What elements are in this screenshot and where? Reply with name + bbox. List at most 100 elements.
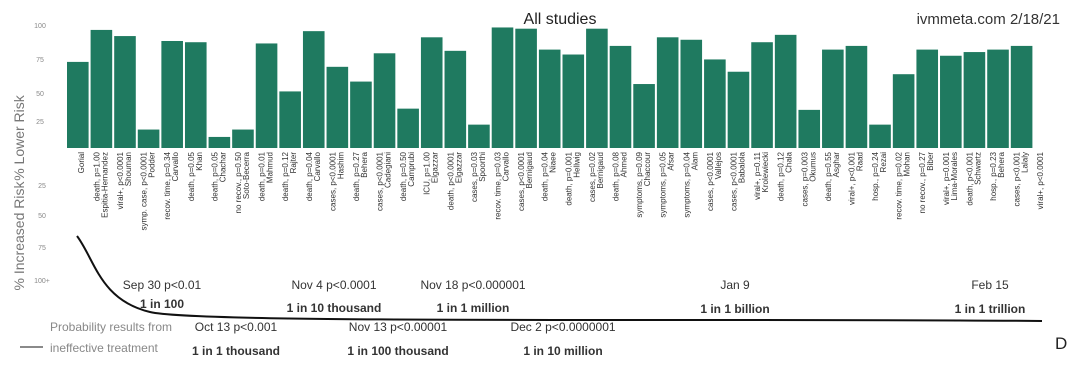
bar bbox=[916, 49, 939, 148]
bar-study-label: Gorial bbox=[77, 152, 86, 174]
legend-line1: Probability results from bbox=[50, 320, 172, 334]
bar bbox=[562, 54, 585, 148]
bar-outcome-label: recov. time, p=0.03 bbox=[494, 151, 503, 219]
bar-outcome-label: hosp., p=0.24 bbox=[871, 151, 880, 200]
bar-study-label: Krolewiecki bbox=[761, 152, 770, 193]
bar bbox=[680, 39, 703, 149]
annotation-odds: 1 in 10 thousand bbox=[287, 301, 382, 315]
bar bbox=[869, 124, 891, 148]
bar-study-label: Lima-Morales bbox=[950, 152, 959, 200]
bar-outcome-label: viral+, p<0.0001 bbox=[116, 151, 125, 209]
probability-curve bbox=[76, 235, 1043, 322]
bar-study-label: Niaee bbox=[549, 151, 558, 172]
y-tick-lower: 75 bbox=[36, 57, 44, 64]
bar-outcome-label: symptoms, p=0.09 bbox=[635, 151, 644, 217]
bar bbox=[987, 49, 1009, 148]
bar-outcome-label: hosp., p=0.23 bbox=[989, 151, 998, 200]
annotation-date: Dec 2 p<0.0000001 bbox=[510, 320, 615, 334]
bar bbox=[90, 29, 113, 149]
legend-line2: ineffective treatment bbox=[50, 341, 159, 355]
bar-study-label: Lalaly bbox=[1021, 152, 1030, 173]
bar-outcome-label: death, p=0.001 bbox=[564, 151, 573, 205]
bar bbox=[420, 37, 443, 148]
annotation-odds: 1 in 1 thousand bbox=[192, 344, 280, 358]
bar-labels-group: Gorial death, p=1.00 Espitia-Hernandez vira… bbox=[77, 151, 1045, 230]
panel-letter: D bbox=[1055, 334, 1067, 353]
bar-study-label: Carvallo bbox=[171, 151, 180, 181]
annotation-date: Nov 4 p<0.0001 bbox=[291, 278, 376, 292]
bar-outcome-label: cases, p<0.0001 bbox=[729, 151, 738, 210]
annotation-odds: 1 in 1 billion bbox=[700, 302, 769, 316]
bar-study-label: Asghar bbox=[832, 152, 841, 178]
bar-outcome-label: death, p=0.01 bbox=[258, 151, 267, 201]
y-axis-label-increased: % Increased Risk bbox=[11, 181, 27, 291]
bar-study-label: Mahmud bbox=[266, 152, 275, 183]
bar-study-label: Vallejos bbox=[714, 152, 723, 179]
bar bbox=[704, 59, 726, 148]
bar bbox=[963, 52, 986, 149]
bar-study-label: Ahmed bbox=[619, 152, 628, 177]
bar-outcome-label: death, p=0.04 bbox=[541, 151, 550, 201]
bar-outcome-label: death, p=0.12 bbox=[777, 151, 786, 201]
annotation-date: Oct 13 p<0.001 bbox=[195, 320, 278, 334]
bar-outcome-label: no recov., p=0.27 bbox=[918, 151, 927, 213]
bar bbox=[774, 34, 797, 149]
y-tick-lower: 100 bbox=[34, 23, 46, 30]
bar-outcome-label: symptoms, p=0.05 bbox=[659, 151, 668, 217]
bar bbox=[161, 40, 183, 148]
bar-outcome-label: death, p=0.50 bbox=[399, 151, 408, 201]
annotation-odds: 1 in 100 bbox=[140, 297, 184, 311]
bar-study-label: Chaccour bbox=[643, 152, 652, 187]
bar-outcome-label: death, p=0.05 bbox=[187, 151, 196, 201]
bar-study-label: Rezai bbox=[879, 152, 888, 173]
bar bbox=[822, 49, 844, 148]
bar-study-label: Cadegiani bbox=[384, 152, 393, 188]
y-tick-increased: 50 bbox=[38, 213, 46, 220]
bar bbox=[67, 61, 89, 148]
y-axis-label-lower: % Lower Risk bbox=[11, 94, 27, 181]
bar-study-label: Spoorthi bbox=[478, 152, 487, 182]
bar bbox=[751, 42, 773, 148]
bar-study-label: Chala bbox=[785, 151, 794, 172]
bar-outcome-label: death, p<0.0001 bbox=[446, 151, 455, 210]
bar-outcome-label: cases, p=0.03 bbox=[470, 151, 479, 202]
bar-study-label: Behera bbox=[360, 151, 369, 177]
bar bbox=[845, 45, 868, 148]
annotations-group: Sep 30 p<0.01 1 in 100 Oct 13 p<0.001 1 in … bbox=[123, 278, 1026, 358]
chart-title: All studies bbox=[524, 11, 597, 28]
bar-outcome-label: death, p<0.001 bbox=[965, 151, 974, 205]
bar-study-label: Rajter bbox=[289, 152, 298, 174]
bar-study-label: Camprubi bbox=[407, 152, 416, 187]
y-tick-increased: 75 bbox=[38, 245, 46, 252]
annotation-date: Feb 15 bbox=[971, 278, 1009, 292]
bar-study-label: Shouman bbox=[124, 152, 133, 186]
annotation-date: Jan 9 bbox=[720, 278, 750, 292]
source-label: ivmmeta.com 2/18/21 bbox=[917, 11, 1060, 28]
bar-study-label: Schwartz bbox=[973, 152, 982, 185]
bar-outcome-label: recov. time, p=0.02 bbox=[895, 151, 904, 219]
bar-outcome-label: cases, p<0.0001 bbox=[706, 151, 715, 210]
bar bbox=[114, 36, 136, 148]
bar-study-label: Behera bbox=[997, 151, 1006, 177]
y-ticks: 100 75 50 25 25 50 75 100+ bbox=[34, 23, 50, 285]
bars-group bbox=[67, 27, 1033, 149]
bar-outcome-label: death, p=0.55 bbox=[824, 151, 833, 201]
bar-study-label: Okumus bbox=[808, 152, 817, 182]
bar-study-label: Biber bbox=[926, 152, 935, 171]
bar-outcome-label: death, p=0.27 bbox=[352, 151, 361, 201]
bar-study-label: Hellwig bbox=[572, 152, 581, 178]
annotation-date: Sep 30 p<0.01 bbox=[123, 278, 202, 292]
bar bbox=[279, 91, 301, 148]
bar bbox=[468, 124, 490, 148]
bar-study-label: Chachar bbox=[218, 152, 227, 183]
bar bbox=[656, 37, 679, 148]
bar bbox=[232, 129, 254, 148]
bar-outcome-label: death, p=1.00 bbox=[92, 151, 101, 201]
bar bbox=[208, 136, 231, 148]
bar bbox=[302, 31, 325, 148]
bar bbox=[798, 109, 821, 148]
bar bbox=[609, 45, 632, 148]
annotation-odds: 1 in 1 trillion bbox=[955, 302, 1026, 316]
bar bbox=[397, 108, 419, 148]
bar-outcome-label: death, p=0.05 bbox=[210, 151, 219, 201]
